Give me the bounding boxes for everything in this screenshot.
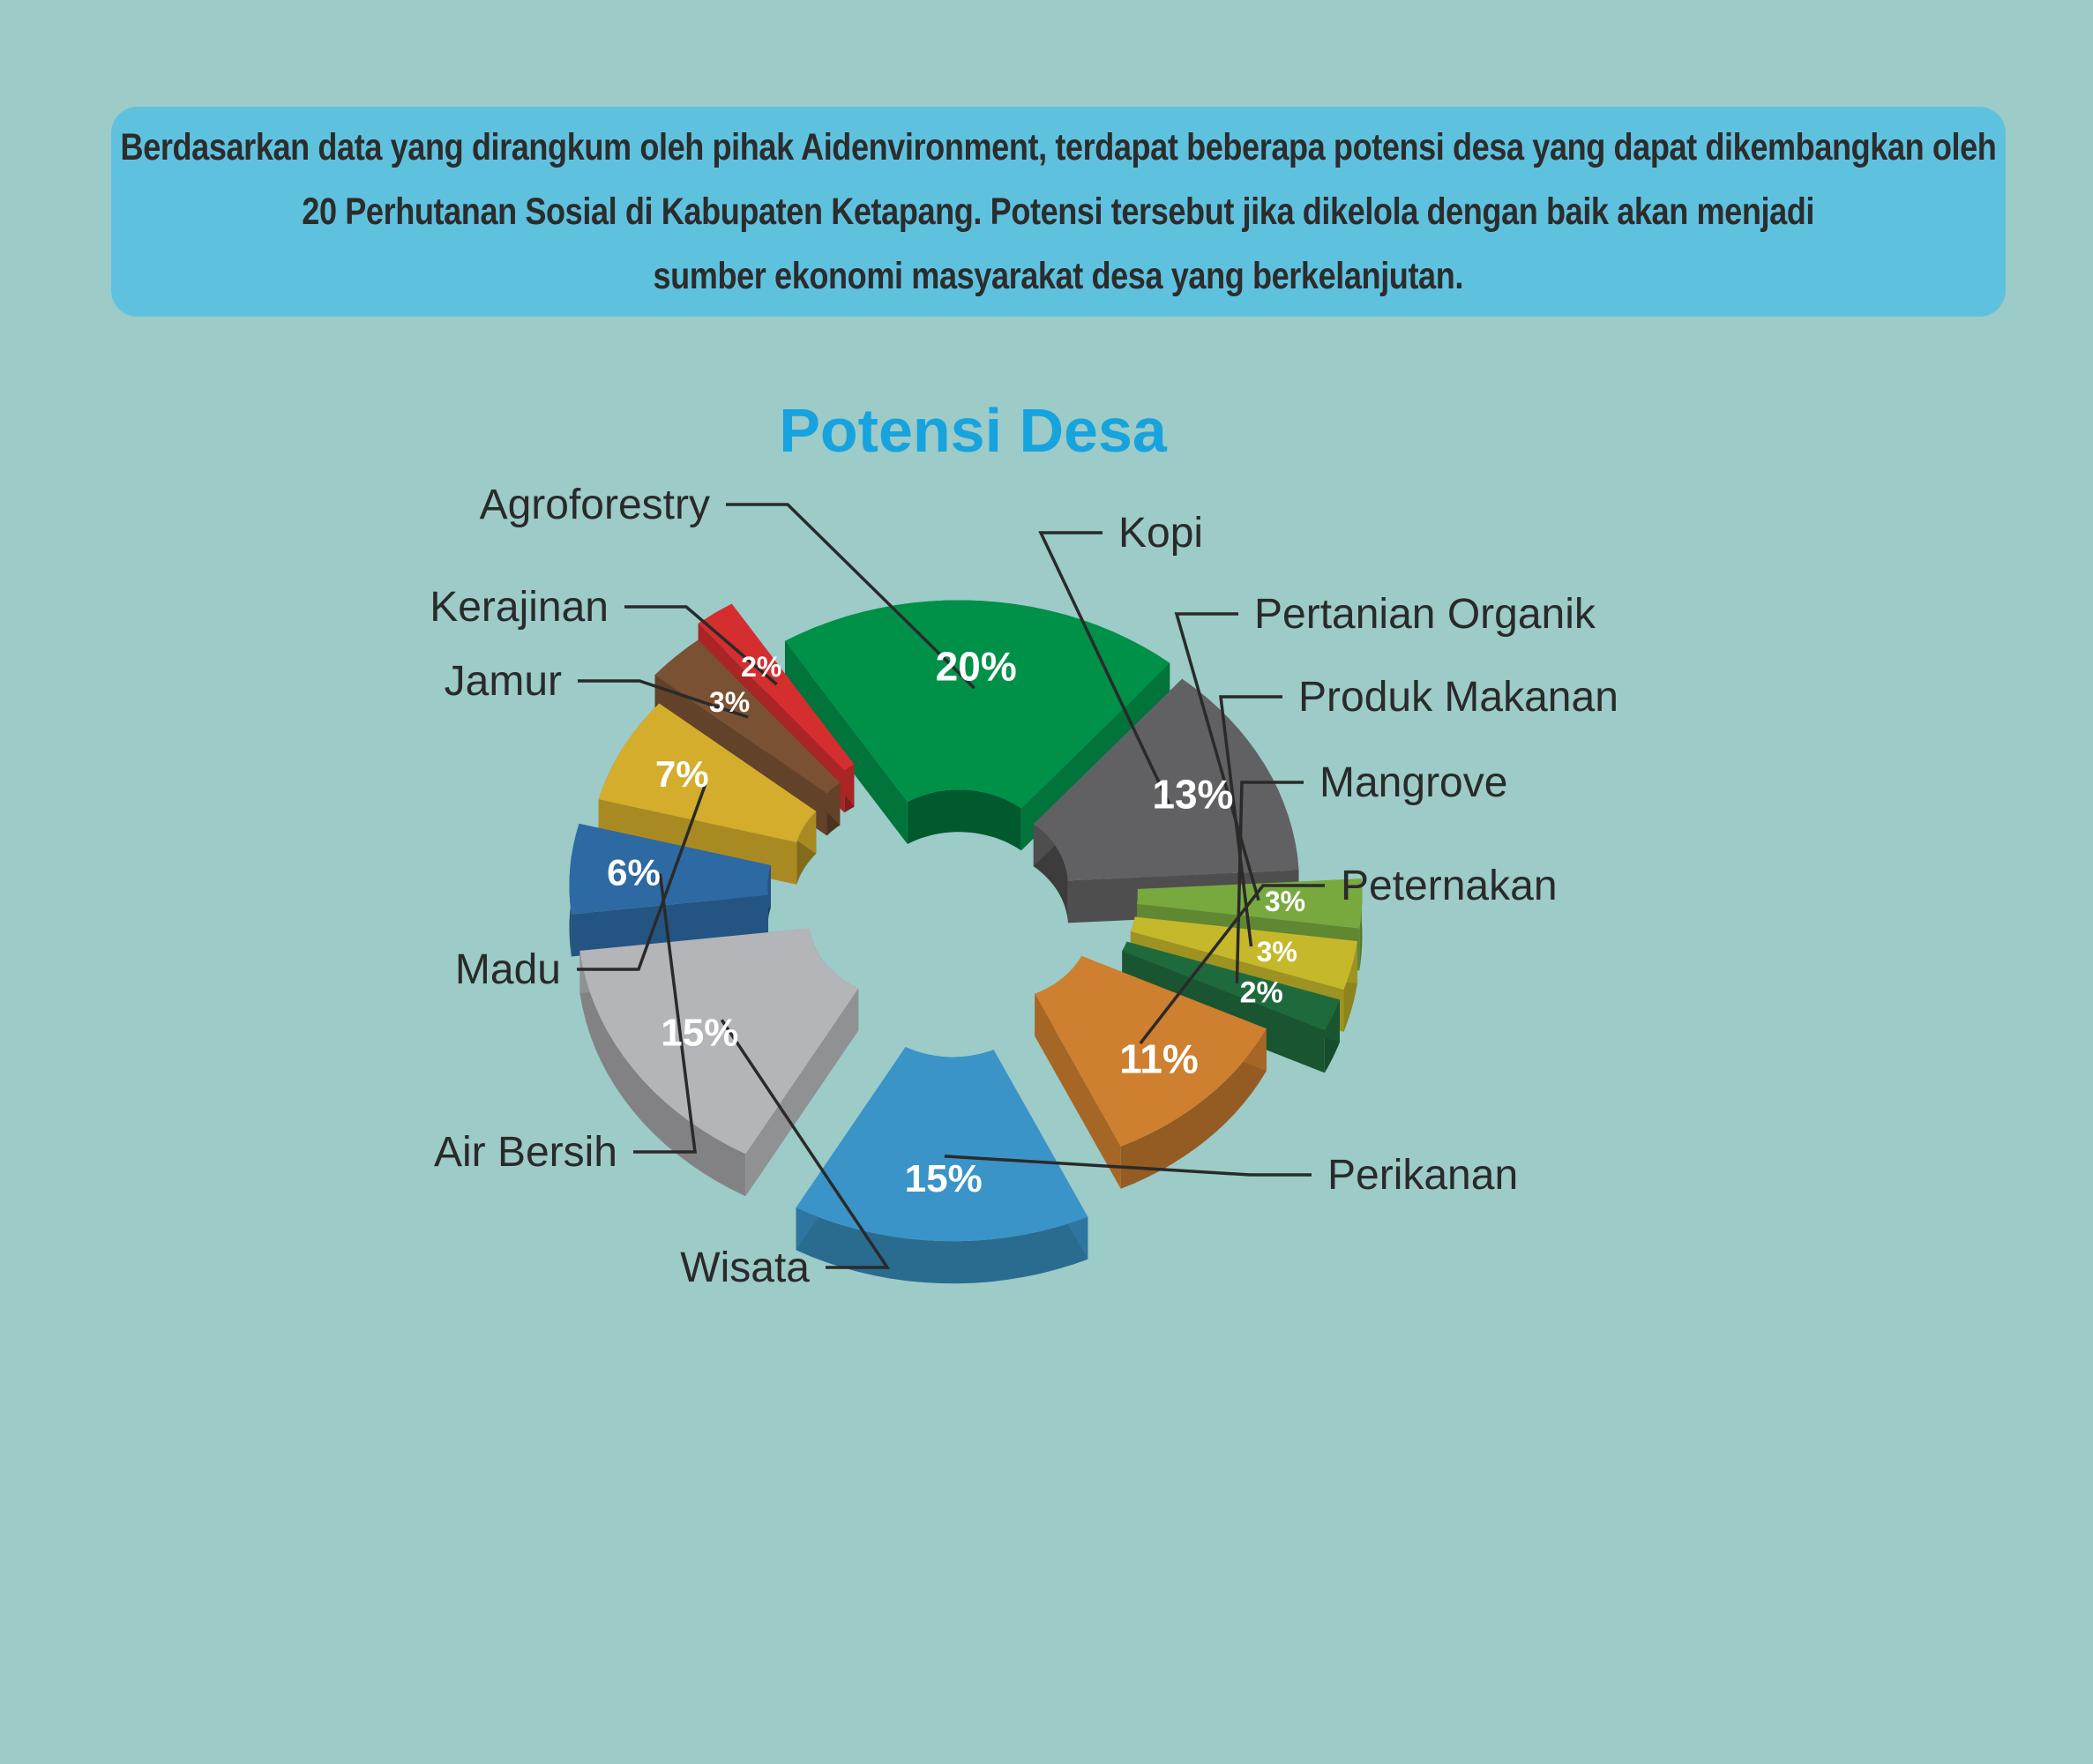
potensi-desa-chart: Potensi Desa 20%13%3%3%2%11%15%15%6%7%3%… <box>430 396 1618 1291</box>
pct-label-produk-makanan: 3% <box>1257 936 1297 968</box>
category-label-madu: Madu <box>455 946 561 993</box>
pct-label-pertanian-organik: 3% <box>1265 886 1305 917</box>
slice-peternakan <box>1035 956 1267 1189</box>
pct-label-kopi: 13% <box>1152 771 1233 817</box>
pct-label-madu: 7% <box>655 753 709 795</box>
pct-label-peternakan: 11% <box>1119 1036 1199 1082</box>
pct-label-jamur: 3% <box>709 686 750 718</box>
category-label-perikanan: Perikanan <box>1327 1152 1518 1199</box>
leader-line-madu <box>577 783 707 971</box>
leader-line-peternakan <box>1139 884 1325 1044</box>
leader-line-agroforestry <box>726 503 975 690</box>
leader-line-perikanan <box>944 1155 1312 1177</box>
pct-label-wisata: 15% <box>661 1012 738 1055</box>
leader-line-jamur <box>578 679 749 719</box>
leader-line-air-bersih <box>633 873 697 1154</box>
pct-label-kerajinan: 2% <box>741 651 781 683</box>
pct-label-agroforestry: 20% <box>936 644 1017 690</box>
category-label-air-bersih: Air Bersih <box>434 1129 617 1176</box>
pct-label-mangrove: 2% <box>1240 975 1283 1009</box>
category-label-produk-makanan: Produk Makanan <box>1298 674 1618 721</box>
category-label-pertanian-organik: Pertanian Organik <box>1254 591 1596 638</box>
category-label-peternakan: Peternakan <box>1341 863 1558 909</box>
leader-line-wisata <box>720 1019 891 1269</box>
intro-line-3: sumber ekonomi masyarakat desa yang berk… <box>653 254 1464 297</box>
slice-wisata <box>579 928 859 1197</box>
leader-line-pertanian-organik <box>1174 612 1260 901</box>
category-label-jamur: Jamur <box>445 658 562 705</box>
leaders-layer <box>577 503 1325 1269</box>
slice-agroforestry <box>784 600 1170 851</box>
intro-box: Berdasarkan data yang dirangkum oleh pih… <box>111 107 2006 317</box>
category-label-wisata: Wisata <box>680 1245 810 1291</box>
chart-title: Potensi Desa <box>779 396 1168 465</box>
category-label-kopi: Kopi <box>1118 510 1203 557</box>
intro-line-2: 20 Perhutanan Sosial di Kabupaten Ketapa… <box>302 190 1815 233</box>
category-label-mangrove: Mangrove <box>1319 759 1507 806</box>
labels-layer: 20%13%3%3%2%11%15%15%6%7%3%2%Agroforestr… <box>430 482 1618 1291</box>
leader-line-kopi <box>1038 531 1171 804</box>
slice-perikanan <box>796 1047 1088 1284</box>
pct-label-perikanan: 15% <box>905 1157 983 1200</box>
pct-label-air-bersih: 6% <box>607 852 661 893</box>
category-label-kerajinan: Kerajinan <box>430 584 609 631</box>
leader-line-kerajinan <box>624 605 778 686</box>
intro-line-1: Berdasarkan data yang dirangkum oleh pih… <box>120 125 1997 168</box>
category-label-agroforestry: Agroforestry <box>480 482 710 528</box>
